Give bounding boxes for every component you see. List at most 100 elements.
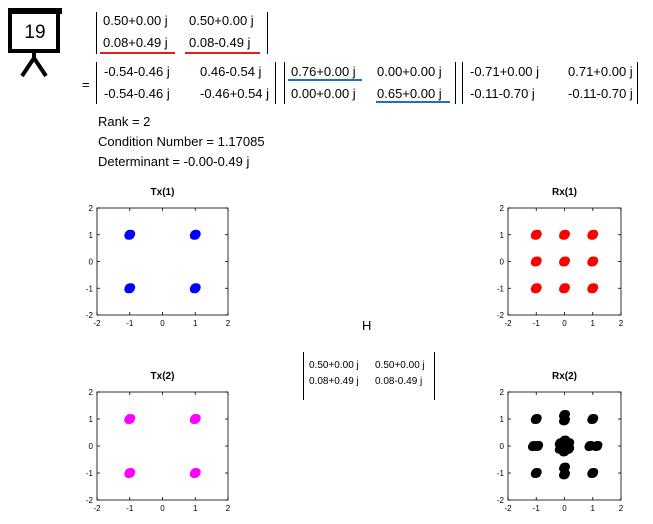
data-point <box>532 443 541 451</box>
tx2-constellation-plot: Tx(2) -2 -1 0 1 2 2 1 0 -1 -2 <box>80 367 240 519</box>
matrix-cell: 0.08+0.49 j <box>309 376 359 387</box>
y-tick-label: 0 <box>500 258 505 267</box>
x-tick-label: -2 <box>93 319 101 328</box>
data-point <box>124 231 133 240</box>
x-tick-label: 0 <box>562 319 567 328</box>
data-point <box>559 437 567 446</box>
x-tick-label: 0 <box>160 319 165 328</box>
condition-number-text: Condition Number = 1.17085 <box>98 134 265 149</box>
plot-svg: Tx(2) -2 -1 0 1 2 2 1 0 -1 -2 <box>86 371 231 513</box>
data-point <box>189 231 198 240</box>
plot-axes-box <box>96 391 229 501</box>
data-point <box>189 416 198 424</box>
top-matrix: 0.50+0.00 j 0.50+0.00 j 0.08+0.49 j 0.08… <box>96 10 268 56</box>
tx1-constellation-plot: Tx(1) -2 -1 0 1 2 2 1 0 -1 -2 <box>80 183 240 333</box>
equals-sign: = <box>82 77 90 92</box>
rx2-constellation-plot: Rx(2) -2 -1 0 1 2 2 1 0 -1 -2 <box>493 367 628 519</box>
matrix-cell: -0.71+0.00 j <box>470 64 540 79</box>
x-tick-label: -2 <box>93 504 101 513</box>
plot-title: Rx(1) <box>552 187 577 198</box>
v-matrix: -0.71+0.00 j 0.71+0.00 j -0.11-0.70 j -0… <box>462 60 638 106</box>
y-tick-label: 1 <box>500 231 505 240</box>
y-tick-label: -1 <box>86 284 94 293</box>
matrix-cell: 0.08-0.49 j <box>189 35 251 50</box>
x-tick-label: -2 <box>504 319 512 328</box>
y-tick-label: 2 <box>500 204 505 213</box>
x-tick-label: 1 <box>591 504 596 513</box>
matrix-cell: 0.76+0.00 j <box>291 64 356 79</box>
y-tick-label: -2 <box>497 311 505 320</box>
matrix-cell: -0.46+0.54 j <box>200 86 270 101</box>
data-point <box>124 470 133 478</box>
h-label: H <box>362 318 372 333</box>
x-tick-label: 0 <box>160 504 165 513</box>
matrix-cell: 0.50+0.00 j <box>309 360 359 371</box>
x-tick-label: -1 <box>126 319 134 328</box>
x-tick-label: -1 <box>126 504 134 513</box>
data-point <box>559 231 567 240</box>
highlight-underline-red <box>185 52 260 54</box>
data-point <box>530 231 539 240</box>
x-tick-label: 2 <box>619 504 624 513</box>
plot-axes-box <box>96 207 229 316</box>
highlight-underline-blue <box>288 79 362 81</box>
rx1-constellation-plot: Rx(1) -2 -1 0 1 2 2 1 0 -1 -2 <box>493 183 628 333</box>
u-matrix: -0.54-0.46 j 0.46-0.54 j -0.54-0.46 j -0… <box>96 60 276 106</box>
data-point <box>591 443 600 451</box>
plot-title: Tx(2) <box>151 371 175 382</box>
data-point <box>559 258 567 267</box>
matrix-cell: -0.11-0.70 j <box>470 86 535 101</box>
determinant-text: Determinant = -0.00-0.49 j <box>98 154 250 169</box>
matrix-cell: 0.50+0.00 j <box>103 13 168 28</box>
data-point <box>530 285 539 294</box>
y-tick-label: -1 <box>86 469 94 478</box>
matrix-cell: -0.11-0.70 j <box>568 86 633 101</box>
data-point <box>587 285 596 294</box>
x-tick-label: 1 <box>591 319 596 328</box>
matrix-cell: 0.71+0.00 j <box>568 64 633 79</box>
matrix-cell: -0.54-0.46 j <box>104 64 170 79</box>
x-tick-label: -1 <box>533 319 541 328</box>
data-point <box>587 258 596 267</box>
slide-number: 19 <box>24 22 46 43</box>
y-tick-label: 1 <box>89 231 94 240</box>
matrix-cell: 0.08+0.49 j <box>103 35 168 50</box>
x-tick-label: 1 <box>193 319 198 328</box>
data-point <box>124 416 133 424</box>
x-tick-label: 2 <box>226 319 231 328</box>
data-point <box>587 470 596 478</box>
y-tick-label: 0 <box>89 258 94 267</box>
plot-svg: Rx(2) -2 -1 0 1 2 2 1 0 -1 -2 <box>497 371 624 513</box>
data-point <box>559 285 567 294</box>
presentation-board-icon <box>8 8 62 78</box>
plot-svg: Tx(1) -2 -1 0 1 2 2 1 0 -1 -2 <box>86 187 231 328</box>
matrix-cell: 0.50+0.00 j <box>189 13 254 28</box>
plot-title: Rx(2) <box>552 371 577 382</box>
x-tick-label: 0 <box>562 504 567 513</box>
x-tick-label: -2 <box>504 504 512 513</box>
data-point <box>584 443 593 451</box>
data-point <box>124 285 133 294</box>
data-point <box>559 471 567 480</box>
y-tick-label: 2 <box>89 204 94 213</box>
matrix-cell: -0.54-0.46 j <box>104 86 170 101</box>
x-tick-label: 2 <box>619 319 624 328</box>
plot-title: Tx(1) <box>151 187 175 198</box>
matrix-cell: 0.50+0.00 j <box>375 360 425 371</box>
x-tick-label: 2 <box>226 504 231 513</box>
matrix-cell: 0.00+0.00 j <box>377 64 442 79</box>
y-tick-label: -2 <box>86 311 94 320</box>
matrix-cell: 0.46-0.54 j <box>200 64 262 79</box>
highlight-underline-blue <box>376 101 450 103</box>
highlight-underline-red <box>100 52 175 54</box>
data-point <box>530 470 539 478</box>
data-point <box>587 416 596 424</box>
y-tick-label: -1 <box>497 284 505 293</box>
data-point <box>189 470 198 478</box>
y-tick-label: 2 <box>89 388 94 397</box>
y-tick-label: 2 <box>500 388 505 397</box>
data-point <box>559 417 567 426</box>
y-tick-label: -2 <box>86 496 94 505</box>
data-point <box>559 448 567 457</box>
data-point <box>189 285 198 294</box>
